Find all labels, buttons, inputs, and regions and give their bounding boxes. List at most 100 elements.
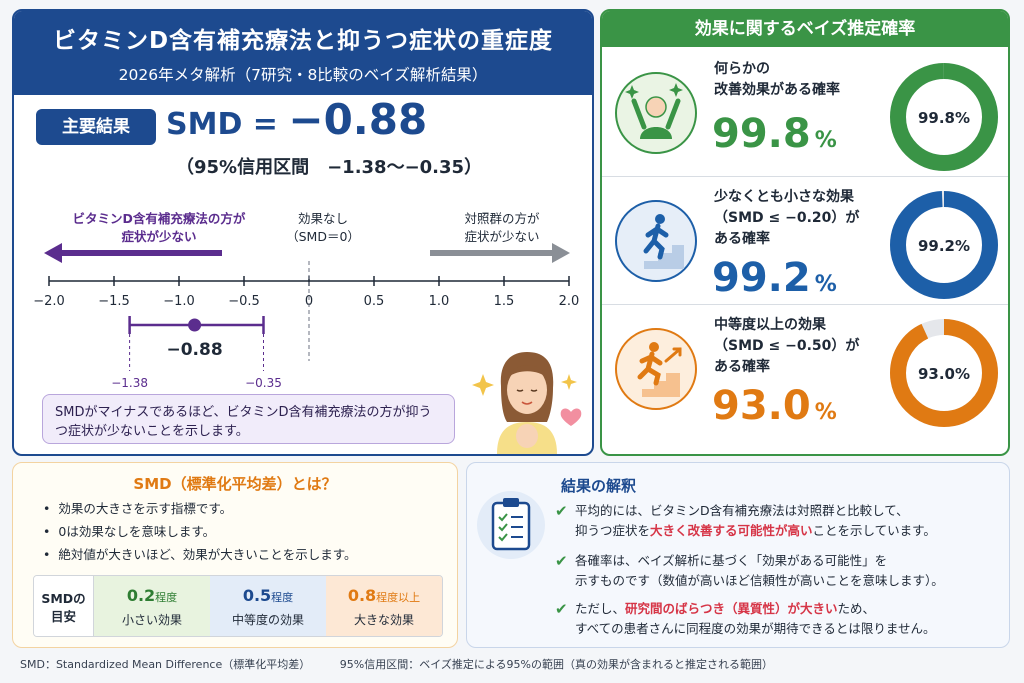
point-estimate: [188, 318, 202, 332]
smd-guide-header: SMDの 目安: [34, 576, 94, 636]
guide-value: 0.5: [242, 586, 272, 605]
probability-donut: 93.0%: [890, 319, 998, 427]
left-arrow: [44, 243, 222, 263]
list-item: 絶対値が大きいほど、効果が大きいことを示します。: [43, 543, 356, 566]
probability-label: 中等度以上の効果 （SMD ≤ −0.50）が ある確率: [714, 317, 860, 375]
donut-label: 93.0%: [918, 365, 970, 383]
smd-explain-title: SMD（標準化平均差）とは？: [133, 475, 337, 493]
cheering-person-icon: [615, 72, 697, 154]
probability-any-effect: 何らかの 改善効果がある確率 99.8% 99.8%: [602, 49, 1008, 177]
ci-lower-label: −1.38: [111, 376, 148, 390]
left-direction-line2: 症状が少ない: [121, 229, 196, 244]
text-segment: ため、: [837, 601, 876, 616]
donut-fill: [890, 319, 998, 427]
percent-sign: %: [814, 128, 837, 153]
text-segment: ただし、: [575, 601, 626, 616]
guide-value: 0.8: [347, 586, 377, 605]
probability-header: 効果に関するベイズ推定確率: [602, 11, 1008, 47]
smd-guide-table: SMDの 目安 0.2程度 小さい効果 0.5程度 中等度の効果 0.8程度以上…: [33, 575, 443, 637]
footer-ci-definition: 95%信用区間：ベイズ推定による95%の範囲（真の効果が含まれると推定される範囲…: [339, 658, 773, 671]
woman-figure: [497, 352, 557, 454]
percent-sign: %: [814, 400, 837, 425]
key-result-badge: 主要結果: [36, 109, 156, 145]
highlight-text: 研究間のばらつき（異質性）が大きい: [625, 601, 838, 616]
footer-notes: SMD：Standardized Mean Difference（標準化平均差）…: [20, 656, 799, 672]
check-icon: ✔: [555, 600, 568, 618]
interp-line: ただし、研究間のばらつき（異質性）が大きいため、: [575, 599, 936, 619]
probability-value: 99.2%: [712, 255, 837, 301]
donut-fill: [890, 191, 998, 299]
footer-smd-definition: SMD：Standardized Mean Difference（標準化平均差）: [20, 658, 311, 671]
interp-line: 平均的には、ビタミンD含有補充療法は対照群と比較して、: [575, 503, 909, 518]
credible-interval-text: （95%信用区間 −1.38〜−0.35）: [176, 157, 483, 178]
center-label-line1: 効果なし: [298, 211, 348, 226]
heart-icon: [560, 408, 582, 426]
list-item: 0は効果なしを意味します。: [43, 520, 357, 543]
axis-tick-label: 1.5: [494, 294, 515, 309]
interp-line: 抑うつ症状を大きく改善する可能性が高いことを示しています。: [575, 521, 936, 541]
probability-moderate-effect: 中等度以上の効果 （SMD ≤ −0.50）が ある確率 93.0% 93.0%: [602, 305, 1008, 433]
guide-value: 0.2: [126, 586, 156, 605]
page-subtitle: 2026年メタ解析（7研究・8比較のベイズ解析結果）: [118, 66, 488, 84]
relieved-woman-illustration: [472, 352, 582, 454]
axis-tick-label: −2.0: [33, 294, 65, 309]
axis-tick-label: 2.0: [559, 294, 580, 309]
sparkle-icon: [472, 374, 577, 396]
center-label-line2: （SMD＝0）: [286, 229, 360, 244]
guide-unit: 程度: [271, 591, 294, 604]
axis-tick-label: −1.5: [98, 294, 130, 309]
title-bar: ビタミンD含有補充療法と抑うつ症状の重症度 2026年メタ解析（7研究・8比較の…: [14, 11, 592, 95]
walking-stairs-icon: [615, 200, 697, 282]
probability-label: 何らかの 改善効果がある確率: [714, 61, 840, 98]
right-direction-line2: 症状が少ない: [464, 229, 539, 244]
probability-value: 93.0%: [712, 383, 837, 429]
credible-interval: −0.88 −1.38 −0.35: [111, 316, 282, 390]
probability-donut: 99.8%: [890, 63, 998, 171]
left-direction-line1: ビタミンD含有補充療法の方が: [73, 211, 246, 226]
right-arrow: [430, 243, 570, 263]
interp-line: 各確率は、ベイズ解析に基づく「効果がある可能性」を: [575, 553, 888, 568]
guide-desc: 中等度の効果: [231, 613, 304, 627]
donut-label: 99.2%: [918, 237, 970, 255]
interpretation-title: 結果の解釈: [561, 477, 637, 495]
guide-unit: 程度以上: [376, 591, 421, 604]
guide-desc: 小さい効果: [121, 613, 182, 627]
smd-number: −0.88: [288, 95, 428, 144]
point-estimate-label: −0.88: [166, 340, 222, 360]
running-stairs-icon: [615, 328, 697, 410]
interpretation-item: ✔ 平均的には、ビタミンD含有補充療法は対照群と比較して、 抑うつ症状を大きく改…: [555, 501, 936, 541]
probability-number: 99.8: [712, 111, 811, 157]
guide-desc: 大きな効果: [353, 613, 414, 627]
axis-tick-label: 1.0: [429, 294, 450, 309]
axis-tick-label: −1.0: [163, 294, 195, 309]
main-result-panel: ビタミンD含有補充療法と抑うつ症状の重症度 2026年メタ解析（7研究・8比較の…: [12, 9, 594, 456]
smd-guide-medium: 0.5程度 中等度の効果: [210, 576, 326, 636]
percent-sign: %: [814, 272, 837, 297]
axis-tick-label: 0.5: [364, 294, 385, 309]
interpretation-item: ✔ 各確率は、ベイズ解析に基づく「効果がある可能性」を 示すものです（数値が高い…: [555, 551, 944, 591]
probability-panel: 効果に関するベイズ推定確率 何らかの 改善効果がある確率 99.8% 99.8%…: [600, 9, 1010, 456]
text-segment: 抑うつ症状を: [575, 523, 651, 538]
right-direction-line1: 対照群の方が: [464, 211, 540, 226]
guide-unit: 程度: [155, 591, 178, 604]
guide-head-line1: SMDの: [41, 591, 86, 606]
interpretation-panel: 結果の解釈 ✔ 平均的には、ビタミンD含有補充療法は対照群と比較して、 抑うつ症…: [466, 462, 1010, 648]
probability-label: 少なくとも小さな効果 （SMD ≤ −0.20）が ある確率: [714, 189, 860, 247]
forest-plot: ビタミンD含有補充療法の方が 症状が少ない 効果なし （SMD＝0） 対照群の方…: [33, 211, 579, 390]
probability-donut: 99.2%: [890, 191, 998, 299]
clipboard-icon: [477, 491, 545, 559]
highlight-text: 大きく改善する可能性が高い: [650, 523, 813, 538]
probability-number: 99.2: [712, 255, 811, 301]
check-icon: ✔: [555, 502, 568, 520]
axis-tick-label: 0: [305, 294, 313, 309]
smd-guide-large: 0.8程度以上 大きな効果: [326, 576, 442, 636]
interpretation-note: SMDがマイナスであるほど、ビタミンD含有補充療法の方が抑うつ症状が少ないことを…: [42, 394, 455, 444]
ci-upper-label: −0.35: [245, 376, 282, 390]
probability-number: 93.0: [712, 383, 811, 429]
probability-small-effect: 少なくとも小さな効果 （SMD ≤ −0.20）が ある確率 99.2% 99.…: [602, 177, 1008, 305]
axis-tick-label: −0.5: [228, 294, 260, 309]
axis-ticks: −2.0 −1.5 −1.0 −0.5 0 0.5 1.0 1.5 2.0: [33, 276, 579, 309]
smd-bullet-list: 効果の大きさを示す指標です。 0は効果なしを意味します。 絶対値が大きいほど、効…: [43, 497, 357, 566]
interp-line: 示すものです（数値が高いほど信頼性が高いことを意味します）。: [575, 573, 944, 588]
donut-fill: [890, 63, 998, 171]
